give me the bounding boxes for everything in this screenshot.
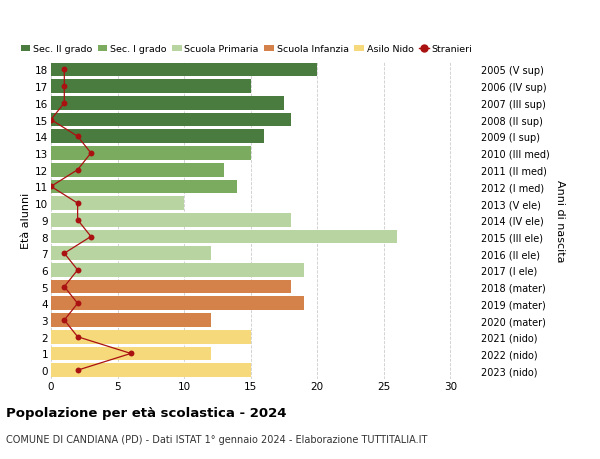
Bar [51,213,290,227]
Point [46,117,56,124]
Bar [51,130,264,144]
Point [46,183,56,190]
Point [59,250,69,257]
Point [73,167,82,174]
Bar [51,80,251,94]
Point [86,150,96,157]
Point [59,100,69,107]
Bar [51,330,251,344]
Bar [51,113,290,127]
Bar [51,230,397,244]
Point [126,350,136,358]
Bar [51,147,251,161]
Point [86,233,96,241]
Bar [51,97,284,111]
Point [59,83,69,90]
Text: COMUNE DI CANDIANA (PD) - Dati ISTAT 1° gennaio 2024 - Elaborazione TUTTITALIA.I: COMUNE DI CANDIANA (PD) - Dati ISTAT 1° … [6,434,427,444]
Point [73,300,82,308]
Bar [51,263,304,277]
Text: Popolazione per età scolastica - 2024: Popolazione per età scolastica - 2024 [6,406,287,419]
Point [73,267,82,274]
Bar [51,280,290,294]
Point [73,333,82,341]
Bar [51,163,224,177]
Point [59,317,69,324]
Bar [51,247,211,261]
Point [73,200,82,207]
Bar [51,197,184,211]
Y-axis label: Età alunni: Età alunni [21,192,31,248]
Bar [51,347,211,360]
Bar [51,364,251,377]
Bar [51,180,238,194]
Point [73,367,82,374]
Bar [51,313,211,327]
Point [59,67,69,74]
Point [73,217,82,224]
Y-axis label: Anni di nascita: Anni di nascita [556,179,565,262]
Legend: Sec. II grado, Sec. I grado, Scuola Primaria, Scuola Infanzia, Asilo Nido, Stran: Sec. II grado, Sec. I grado, Scuola Prim… [20,45,472,54]
Bar [51,63,317,77]
Point [73,133,82,140]
Bar [51,297,304,310]
Point [59,283,69,291]
